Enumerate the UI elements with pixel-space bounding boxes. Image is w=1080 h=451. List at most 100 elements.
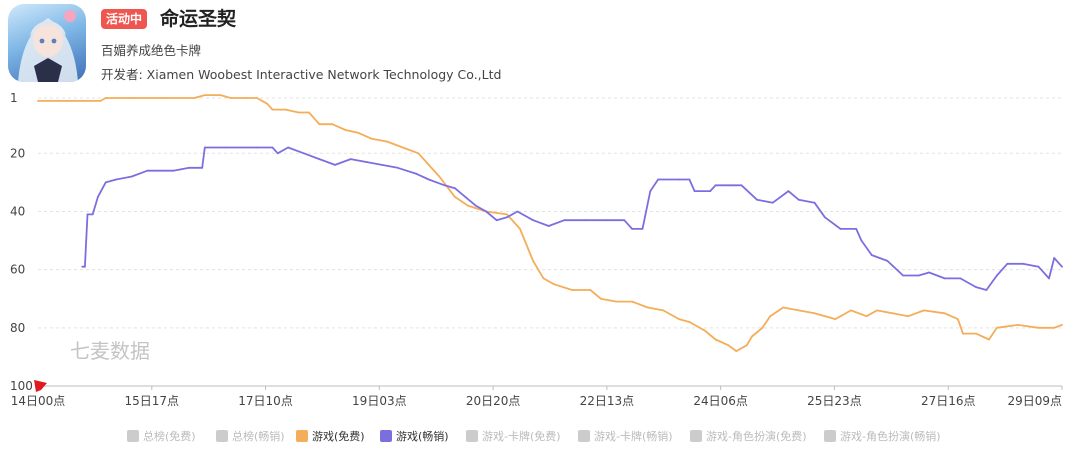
legend-label: 游戏(畅销) xyxy=(396,430,449,443)
legend-swatch xyxy=(216,430,228,442)
data-point xyxy=(584,219,587,222)
data-point xyxy=(886,260,889,262)
data-point xyxy=(365,161,368,163)
data-point xyxy=(201,166,204,169)
data-point xyxy=(928,271,930,274)
data-point xyxy=(219,94,222,96)
legend-label: 游戏(免费) xyxy=(312,430,365,443)
chart-legend: 总榜(免费) 总榜(畅销) 游戏(免费) 游戏(畅销) 游戏-卡牌(免费) 游戏-卡牌(畅… xyxy=(0,427,1080,445)
data-point xyxy=(297,111,300,114)
data-point xyxy=(605,219,607,222)
data-point xyxy=(256,146,258,149)
data-point xyxy=(318,123,321,126)
data-point xyxy=(735,350,738,352)
data-point xyxy=(662,309,665,312)
data-point xyxy=(271,108,274,111)
data-point xyxy=(641,228,644,230)
data-point xyxy=(771,201,774,204)
data-point xyxy=(302,152,305,155)
data-point xyxy=(417,152,420,155)
data-point xyxy=(563,219,566,222)
y-tick-label: 100 xyxy=(10,379,33,393)
data-point xyxy=(855,228,858,230)
data-point xyxy=(104,181,107,184)
data-point xyxy=(516,210,519,213)
legend-swatch xyxy=(578,430,590,442)
data-point xyxy=(985,289,988,291)
data-point xyxy=(1048,277,1050,280)
data-point xyxy=(104,97,107,99)
data-point xyxy=(1061,324,1063,326)
data-point xyxy=(401,146,404,149)
legend-item[interactable]: 游戏-角色扮演(畅销) xyxy=(824,427,941,445)
legend-item[interactable]: 游戏-卡牌(免费) xyxy=(466,427,561,445)
data-point xyxy=(769,315,772,318)
x-tick-label: 19日03点 xyxy=(352,394,407,408)
data-point xyxy=(646,306,649,309)
data-point xyxy=(115,178,118,181)
data-point xyxy=(599,297,602,300)
app-title: 命运圣契 xyxy=(160,8,237,30)
data-point xyxy=(334,164,336,166)
data-point xyxy=(839,228,842,230)
x-tick-label: 15日17点 xyxy=(125,394,180,408)
series-line xyxy=(38,94,1063,352)
data-point xyxy=(740,184,743,187)
data-point xyxy=(256,97,258,99)
x-tick-label: 17日10点 xyxy=(238,394,293,408)
data-point xyxy=(318,158,321,161)
data-point xyxy=(870,254,873,256)
data-point xyxy=(1037,265,1040,268)
data-point xyxy=(1022,262,1024,265)
legend-item[interactable]: 游戏-角色扮演(免费) xyxy=(690,427,807,445)
data-point xyxy=(943,277,946,280)
x-tick-label: 20日20点 xyxy=(466,394,521,408)
y-axis: 1 20 40 60 80 100 xyxy=(10,91,33,393)
x-tick-label: 29日09点 xyxy=(1007,394,1062,408)
data-point xyxy=(130,175,133,178)
x-tick-label: 25日23点 xyxy=(807,394,862,408)
data-point xyxy=(850,309,852,312)
data-point xyxy=(751,335,753,338)
legend-item[interactable]: 游戏-卡牌(畅销) xyxy=(578,427,673,445)
x-tick-label: 14日00点 xyxy=(11,394,66,408)
data-point xyxy=(97,196,99,198)
data-point xyxy=(349,158,352,161)
data-point xyxy=(203,146,206,149)
chart-series xyxy=(37,94,1063,352)
data-point xyxy=(956,318,959,320)
data-point xyxy=(188,166,191,169)
data-point xyxy=(730,184,732,187)
data-point xyxy=(229,97,232,99)
data-point xyxy=(519,228,521,230)
x-tick-label: 27日16点 xyxy=(921,394,976,408)
data-point xyxy=(68,100,71,102)
data-point xyxy=(876,309,878,312)
data-point xyxy=(797,309,800,312)
data-point xyxy=(714,338,717,341)
legend-item[interactable]: 总榜(免费) xyxy=(127,427,196,445)
data-point xyxy=(787,190,790,193)
legend-label: 总榜(免费) xyxy=(143,430,196,443)
data-point xyxy=(547,225,550,227)
data-point xyxy=(443,184,446,187)
data-point xyxy=(649,190,652,193)
legend-item[interactable]: 游戏(免费) xyxy=(296,427,365,445)
data-point xyxy=(396,166,399,169)
legend-item[interactable]: 总榜(畅销) xyxy=(216,427,285,445)
data-point xyxy=(907,315,910,318)
data-point xyxy=(996,274,998,277)
data-point xyxy=(962,332,964,335)
data-point xyxy=(287,146,289,149)
legend-label: 游戏-角色扮演(免费) xyxy=(706,430,807,443)
data-point xyxy=(370,137,373,140)
legend-label: 总榜(畅销) xyxy=(232,430,285,443)
data-point xyxy=(615,300,618,303)
data-point xyxy=(923,309,925,312)
data-point xyxy=(1016,324,1019,326)
data-point xyxy=(761,326,764,329)
data-point xyxy=(782,306,785,309)
legend-item[interactable]: 游戏(畅销) xyxy=(380,427,449,445)
data-point xyxy=(438,175,441,178)
data-point xyxy=(902,274,904,277)
